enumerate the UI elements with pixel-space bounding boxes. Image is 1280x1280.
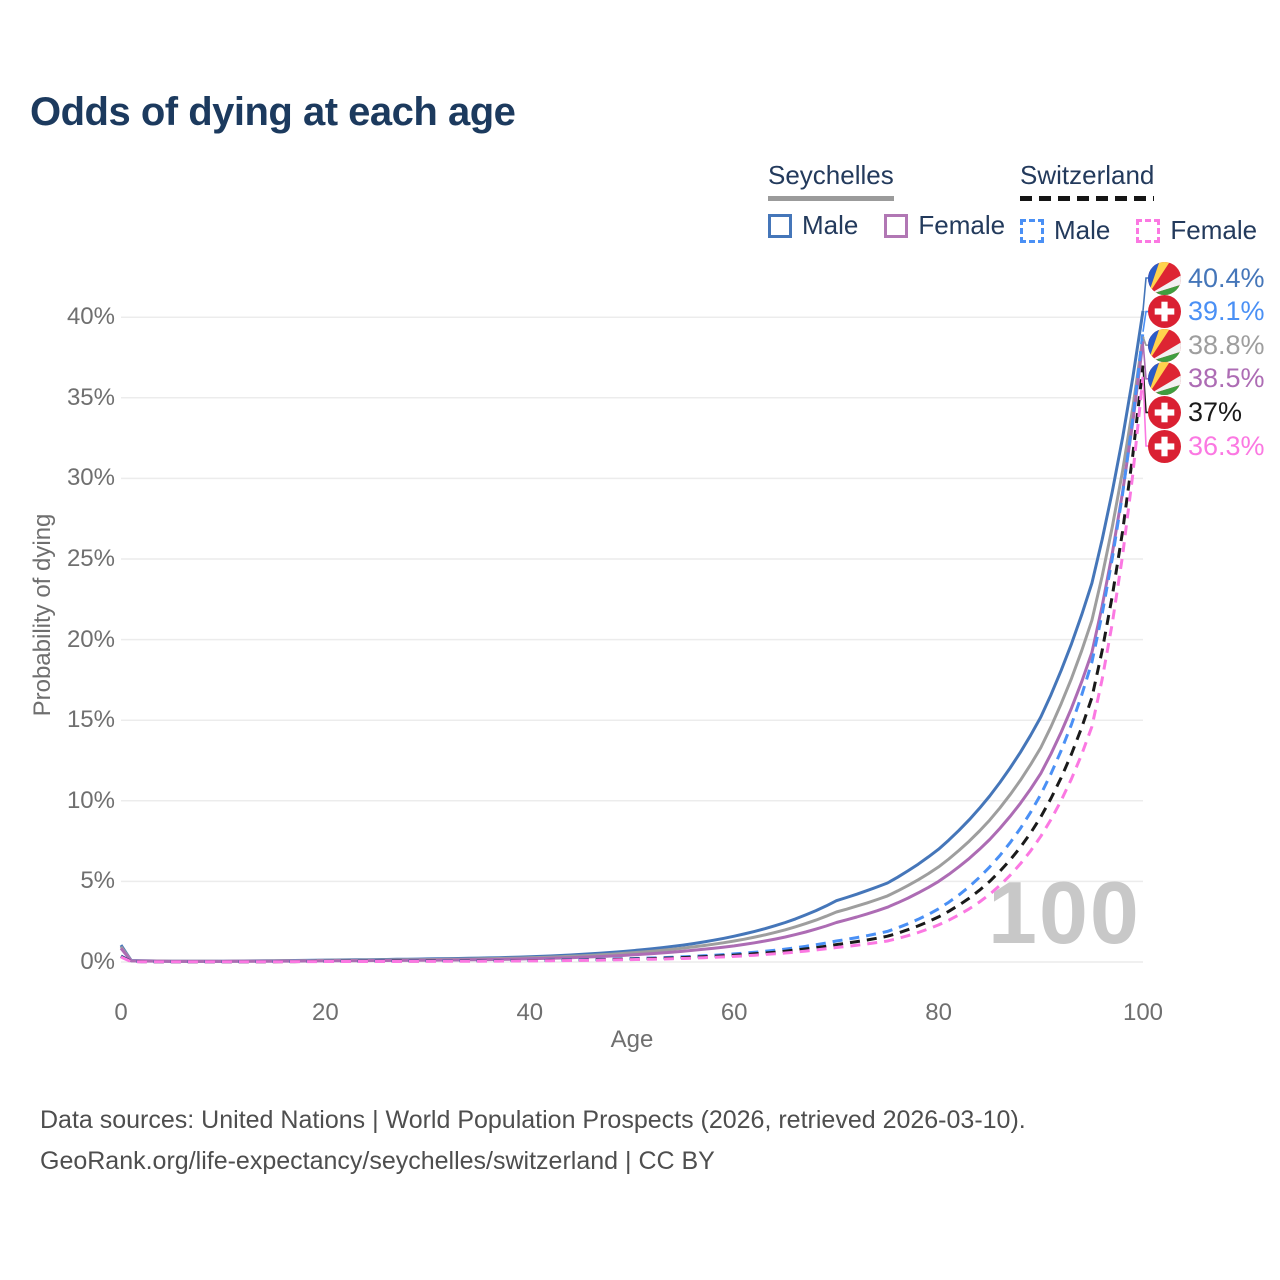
end-label-value: 38.5%	[1188, 363, 1265, 394]
switzerland-flag-icon	[1148, 429, 1181, 463]
x-tick-label: 20	[312, 999, 339, 1026]
end-label-seychelles-female: 38.5%	[1148, 362, 1265, 396]
y-tick-label: 15%	[66, 706, 115, 734]
legend-group-switzerland: Switzerland Male Female	[1020, 160, 1273, 246]
age-watermark: 100	[988, 863, 1141, 962]
y-tick-label: 5%	[80, 867, 115, 895]
attribution-line: GeoRank.org/life-expectancy/seychelles/s…	[40, 1147, 715, 1175]
end-label-value: 39.1%	[1188, 296, 1265, 327]
legend-label-switzerland-male: Male	[1054, 215, 1111, 245]
legend-group-seychelles: Seychelles Male Female	[768, 160, 1021, 241]
legend-label-switzerland-female: Female	[1170, 215, 1258, 245]
end-label-seychelles-both-sexes: 38.8%	[1148, 328, 1265, 362]
seychelles-flag-icon	[1148, 328, 1181, 362]
legend-title-switzerland: Switzerland	[1020, 160, 1155, 201]
y-tick-label: 30%	[66, 464, 115, 492]
page-title: Odds of dying at each age	[30, 90, 516, 134]
seychelles-flag-icon	[1148, 362, 1181, 396]
switzerland-dashed-underline	[1020, 196, 1155, 201]
seychelles-flag-icon	[1148, 261, 1181, 295]
legend-label-seychelles-male: Male	[802, 210, 859, 240]
x-tick-label: 60	[720, 999, 748, 1026]
y-tick-label: 10%	[66, 786, 115, 814]
end-label-seychelles-male: 40.4%	[1148, 261, 1265, 295]
series-line-switzerland-female	[120, 376, 1145, 964]
end-label-value: 36.3%	[1188, 430, 1265, 461]
end-label-value: 40.4%	[1188, 262, 1265, 293]
data-source-line: Data sources: United Nations | World Pop…	[40, 1106, 1026, 1134]
y-tick-label: 35%	[66, 383, 115, 411]
seychelles-female-swatch-icon	[884, 213, 909, 238]
x-tick-label: 40	[516, 999, 544, 1026]
y-tick-label: 25%	[66, 545, 115, 572]
x-tick-label: 0	[114, 999, 128, 1026]
y-tick-label: 20%	[66, 625, 115, 653]
switzerland-flag-icon	[1148, 395, 1181, 429]
y-tick-label: 0%	[80, 948, 115, 975]
end-label-switzerland-both-sexes: 37%	[1148, 395, 1242, 429]
x-tick-label: 100	[1122, 999, 1164, 1026]
switzerland-male-swatch-icon	[1020, 218, 1044, 243]
seychelles-male-swatch-icon	[768, 213, 792, 238]
end-label-value: 38.8%	[1188, 329, 1265, 360]
end-label-value: 37%	[1188, 396, 1243, 427]
end-label-switzerland-female: 36.3%	[1148, 429, 1265, 463]
switzerland-flag-icon	[1148, 295, 1181, 329]
x-axis-title: Age	[610, 1026, 654, 1053]
x-tick-label: 80	[925, 999, 952, 1026]
legend-label-seychelles-female: Female	[918, 210, 1006, 240]
legend-title-switzerland-text: Switzerland	[1020, 160, 1155, 190]
switzerland-female-swatch-icon	[1136, 218, 1161, 243]
y-tick-label: 40%	[66, 303, 115, 331]
legend-title-seychelles: Seychelles	[768, 160, 894, 201]
end-label-switzerland-male: 39.1%	[1148, 295, 1265, 329]
